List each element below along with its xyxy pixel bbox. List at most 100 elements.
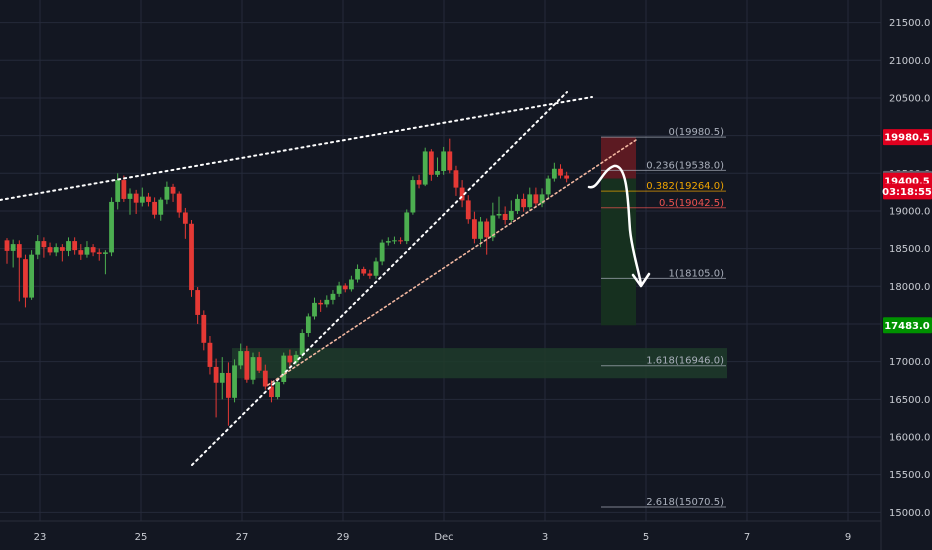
projection-arrow: [587, 164, 643, 286]
candle-body: [281, 355, 287, 382]
candle-body: [515, 198, 520, 211]
candle-body: [158, 199, 164, 215]
candle-body: [330, 293, 336, 300]
candle-body: [29, 254, 34, 298]
candle-body: [121, 180, 127, 199]
y-tick-label: 18500.0: [889, 244, 930, 255]
x-tick-label: Dec: [434, 532, 453, 543]
projection-arrowhead: [631, 272, 651, 288]
candle-body: [490, 215, 496, 238]
candle-body: [521, 198, 526, 208]
candle-body: [146, 196, 151, 202]
x-tick-label: 25: [135, 532, 148, 543]
candle-body: [478, 221, 483, 239]
x-tick-label: 23: [34, 532, 47, 543]
candle-body: [385, 241, 391, 243]
x-tick-label: 7: [744, 532, 750, 543]
candle-body: [379, 242, 385, 262]
candle-body: [435, 171, 440, 175]
price-axis[interactable]: 21500.021000.020500.020000.019500.019000…: [889, 18, 930, 519]
lower-trendline: [267, 139, 637, 386]
candle-body: [109, 201, 114, 253]
candle-body: [551, 168, 557, 179]
candle-body: [275, 381, 280, 398]
candle-body: [312, 302, 317, 317]
candle-body: [244, 351, 250, 380]
candle-body: [459, 187, 465, 201]
candle-body: [90, 247, 96, 253]
candle-body: [324, 299, 330, 305]
candle-body: [416, 180, 422, 185]
upper-trendline: [0, 96, 593, 201]
y-tick-label: 16000.0: [889, 432, 930, 443]
fib-label: 0(19980.5): [668, 127, 724, 138]
grid-lines: [0, 0, 881, 521]
candle-body: [16, 244, 22, 258]
candle-body: [152, 201, 157, 215]
candle-body: [66, 241, 71, 251]
candle-body: [195, 290, 201, 315]
candle-body: [53, 247, 59, 253]
candle-body: [404, 212, 410, 242]
candle-body: [219, 372, 225, 383]
candle-body: [189, 223, 194, 291]
candle-body: [78, 250, 84, 255]
price-tag: [883, 129, 932, 146]
candle-body: [59, 247, 65, 251]
candle-body: [398, 240, 403, 242]
candle-body: [422, 151, 428, 185]
candle-body: [508, 210, 514, 220]
candle-body: [250, 357, 256, 380]
fib-label: 0.236(19538.0): [646, 160, 724, 171]
target-zone: [601, 178, 636, 326]
candle-body: [4, 240, 10, 251]
candle-body: [342, 285, 348, 290]
candle-body: [103, 252, 108, 254]
candle-body: [355, 268, 360, 280]
candle-body: [447, 151, 453, 171]
y-tick-label: 15500.0: [889, 470, 930, 481]
price-tag-label: 03:18:55: [882, 187, 932, 198]
candle-body: [115, 180, 121, 202]
candle-body: [170, 186, 176, 194]
candle-body: [502, 213, 508, 220]
candle-body: [287, 355, 293, 363]
candle-body: [256, 357, 262, 371]
candle-body: [10, 244, 16, 251]
price-tag-label: 19400.5: [884, 176, 930, 187]
candle-body: [207, 342, 213, 367]
candle-body: [336, 285, 342, 294]
candle-body: [269, 386, 274, 398]
candle-body: [410, 180, 416, 213]
candle-body: [96, 252, 102, 254]
candle-body: [41, 241, 47, 248]
candle-body: [428, 151, 434, 175]
fib-label: 2.618(15070.5): [646, 497, 724, 508]
trend-drawings: [0, 91, 651, 466]
time-axis[interactable]: 23 25 27 29 Dec 3 5 7 9: [34, 532, 852, 543]
candle-body: [367, 273, 373, 276]
candle-body: [47, 247, 53, 253]
y-tick-label: 19000.0: [889, 206, 930, 217]
candle-body: [472, 219, 477, 239]
fib-label: 0.382(19264.0): [646, 181, 724, 192]
candle-body: [213, 366, 219, 383]
y-tick-label: 21500.0: [889, 18, 930, 29]
price-tag: [883, 183, 932, 200]
y-tick-label: 21000.0: [889, 56, 930, 67]
plot-background: [0, 0, 881, 521]
x-tick-label: 27: [236, 532, 249, 543]
price-tag-label: 17483.0: [884, 321, 930, 332]
candle-body: [182, 212, 188, 224]
candle-body: [299, 333, 305, 355]
price-tag: [883, 317, 932, 334]
candle-body: [139, 196, 145, 203]
candlesticks: [4, 138, 570, 426]
steep-trendline: [191, 91, 568, 466]
fib-label: 0.5(19042.5): [659, 198, 724, 209]
fibonacci-levels: 0(19980.5) 0.236(19538.0) 0.382(19264.0) 0.…: [601, 127, 726, 508]
y-tick-label: 15000.0: [889, 508, 930, 519]
